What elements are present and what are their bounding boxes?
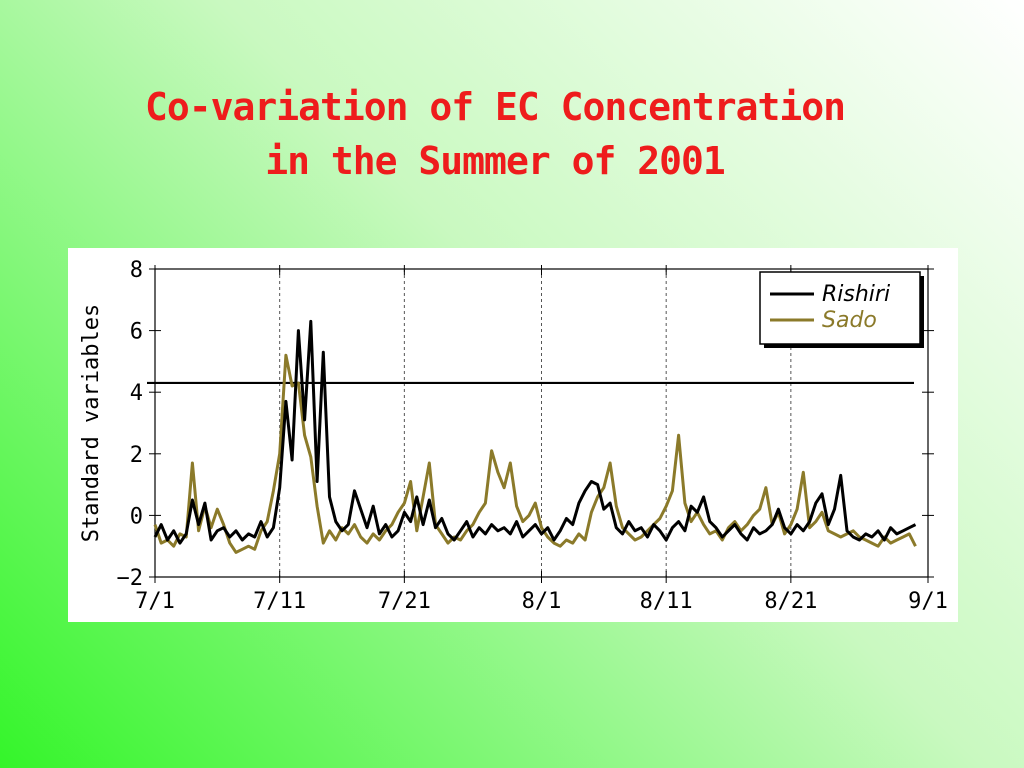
- legend-label: Sado: [822, 308, 877, 333]
- y-tick-label: 0: [130, 504, 143, 529]
- y-tick-label: 4: [130, 381, 143, 406]
- x-tick-label: 9/1: [908, 589, 948, 614]
- y-tick-label: 6: [130, 320, 143, 345]
- series-line-rishiri: [153, 319, 917, 545]
- x-tick-label: 7/21: [378, 589, 431, 614]
- title-line-1: Co-variation of EC Concentration: [144, 85, 846, 129]
- y-axis-label: Standard variables: [79, 304, 104, 542]
- y-tick-label: 8: [130, 258, 143, 283]
- x-tick-label: 8/11: [640, 589, 693, 614]
- series-line-sado: [153, 353, 917, 554]
- title-line-2: in the Summer of 2001: [265, 139, 725, 183]
- x-tick-label: 7/1: [135, 589, 175, 614]
- line-chart: −2 0 2 4 6 8 7/1 7/11 7/21 8/1 8/11 8/21 9/1 Standard…: [79, 258, 948, 614]
- x-tick-label: 8/21: [764, 589, 817, 614]
- y-tick-label: 2: [130, 443, 143, 468]
- slide-title: Co-variation of EC Concentration in the …: [0, 80, 990, 188]
- legend-box: [759, 271, 921, 345]
- legend-label: Rishiri: [822, 282, 890, 307]
- x-tick-label: 7/11: [253, 589, 306, 614]
- y-tick-label: −2: [117, 566, 144, 591]
- chart-panel: −2 0 2 4 6 8 7/1 7/11 7/21 8/1 8/11 8/21 9/1 Standard…: [68, 248, 958, 622]
- x-tick-label: 8/1: [522, 589, 562, 614]
